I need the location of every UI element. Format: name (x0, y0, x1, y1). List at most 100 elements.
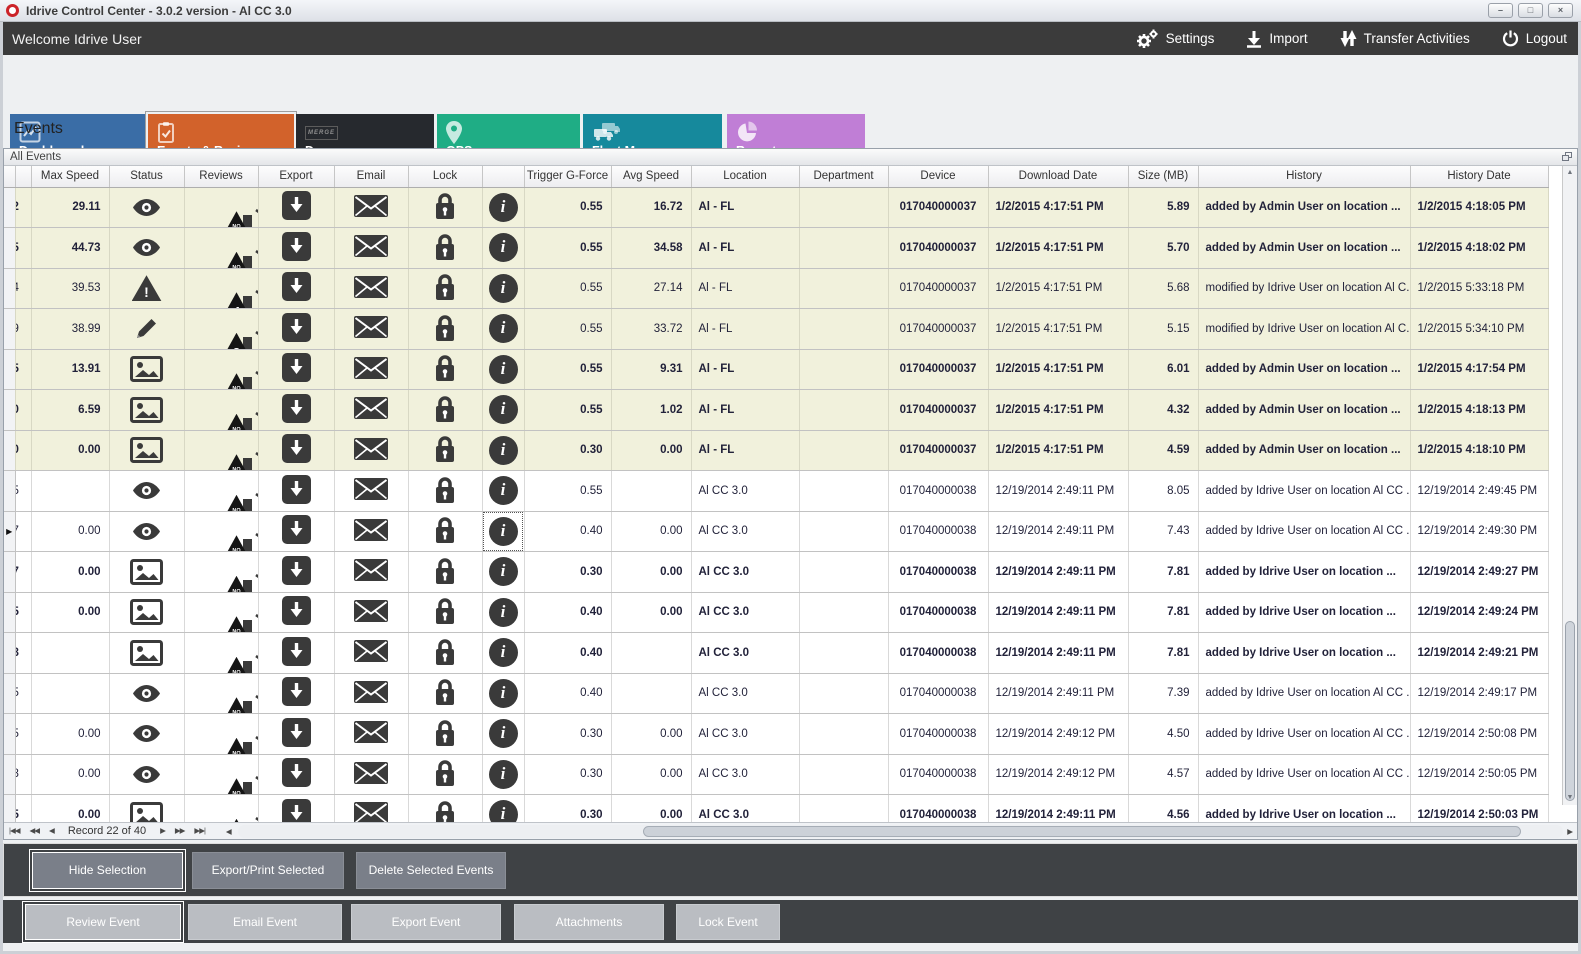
export-cell[interactable] (258, 349, 335, 390)
info-cell[interactable]: i (482, 308, 525, 350)
settings-button[interactable]: Settings (1135, 29, 1214, 49)
next-page-button[interactable]: ▶▶ (174, 826, 186, 835)
table-row[interactable]: 8 0.00 ! NO SCORE i 0.30 0.00 Al CC 3.0 … (4, 754, 1549, 795)
info-cell[interactable]: i (482, 389, 525, 431)
lock-cell[interactable] (408, 551, 483, 593)
scroll-down-icon[interactable]: ▼ (1566, 794, 1574, 801)
scroll-right-icon[interactable]: ▶ (1567, 826, 1573, 836)
col-department[interactable]: Department (799, 166, 889, 188)
email-cell[interactable] (334, 268, 409, 309)
export-event-button[interactable]: Export Event (351, 904, 501, 940)
lock-cell[interactable] (408, 754, 483, 795)
export-cell[interactable] (258, 673, 335, 714)
info-cell[interactable]: i (482, 430, 525, 471)
vertical-scrollbar-thumb[interactable] (1565, 621, 1575, 801)
export-cell[interactable] (258, 794, 335, 822)
prev-page-button[interactable]: ◀◀ (29, 826, 40, 835)
col-export[interactable]: Export (258, 166, 335, 188)
horizontal-scrollbar[interactable] (237, 824, 1564, 838)
reviews-cell[interactable]: NO SCORE (184, 713, 259, 755)
email-cell[interactable] (334, 592, 409, 633)
col-lock[interactable]: Lock (408, 166, 483, 188)
email-cell[interactable] (334, 754, 409, 795)
close-button[interactable]: × (1548, 3, 1573, 18)
col-size-mb[interactable]: Size (MB) (1128, 166, 1199, 188)
lock-cell[interactable] (408, 511, 483, 552)
reviews-cell[interactable]: 4 (184, 268, 259, 309)
horizontal-scrollbar-thumb[interactable] (642, 825, 1521, 837)
info-cell[interactable]: i (482, 592, 525, 633)
last-record-button[interactable]: ▶▶| (194, 826, 206, 835)
table-row[interactable]: 8 ! NO SCORE i 0.40 Al CC 3.0 0170400000 (4, 632, 1549, 674)
reviews-cell[interactable]: NO SCORE (184, 673, 259, 714)
table-row[interactable]: 5 ! NO SCORE i 0.40 Al CC 3.0 0170400000 (4, 673, 1549, 714)
col-history-date[interactable]: History Date (1410, 166, 1549, 188)
restore-panel-icon[interactable] (1562, 152, 1572, 161)
info-cell[interactable]: i (482, 754, 525, 795)
table-row[interactable]: 5 0.00 ! NO SCORE i 0.30 0.00 Al CC 3.0 … (4, 713, 1549, 755)
col-trigger-g-force[interactable]: Trigger G-Force (524, 166, 612, 188)
email-cell[interactable] (334, 389, 409, 431)
col-reviews[interactable]: Reviews (184, 166, 259, 188)
info-cell[interactable]: i (482, 227, 525, 269)
vertical-scrollbar[interactable]: ▲ ▼ (1562, 166, 1577, 805)
email-cell[interactable] (334, 551, 409, 593)
table-row[interactable]: 5 44.73 ! NO SCORE i 0.55 34.58 Al - FL … (4, 227, 1549, 269)
scroll-left-icon[interactable]: ◀ (225, 826, 232, 836)
next-record-button[interactable]: ▶ (160, 826, 166, 835)
table-row[interactable]: 0 6.59 ! NO SCORE i 0.55 1.02 Al - FL 01… (4, 389, 1549, 431)
col-history[interactable]: History (1198, 166, 1411, 188)
table-row[interactable]: 0 0.00 ! NO SCORE i 0.30 0.00 Al - FL 01… (4, 430, 1549, 471)
minimize-button[interactable]: – (1488, 3, 1513, 18)
import-button[interactable]: Import (1246, 30, 1308, 48)
delete-selected-events-button[interactable]: Delete Selected Events (356, 852, 506, 889)
prev-record-button[interactable]: ◀ (49, 826, 55, 835)
export-cell[interactable] (258, 632, 335, 674)
export-cell[interactable] (258, 470, 335, 512)
email-cell[interactable] (334, 632, 409, 674)
scroll-up-icon[interactable]: ▲ (1566, 169, 1574, 176)
col-status[interactable]: Status (109, 166, 185, 188)
table-row[interactable]: 7 0.00 ! NO SCORE i 0.30 0.00 Al CC 3.0 … (4, 551, 1549, 593)
col-email[interactable]: Email (334, 166, 409, 188)
email-cell[interactable] (334, 470, 409, 512)
email-cell[interactable] (334, 308, 409, 350)
table-row[interactable]: 5 ! NO SCORE i 0.55 Al CC 3.0 0170400000 (4, 470, 1549, 512)
col-download-date[interactable]: Download Date (988, 166, 1129, 188)
export-cell[interactable] (258, 551, 335, 593)
export-cell[interactable] (258, 754, 335, 795)
reviews-cell[interactable]: NO SCORE (184, 551, 259, 593)
reviews-cell[interactable]: NO SCORE (184, 389, 259, 431)
col-max-speed[interactable]: Max Speed (31, 166, 110, 188)
lock-cell[interactable] (408, 268, 483, 309)
export-cell[interactable] (258, 268, 335, 309)
lock-cell[interactable] (408, 187, 483, 228)
info-cell[interactable]: i (482, 187, 525, 228)
table-row[interactable]: 9 38.99 ! 2 i 0.55 33.72 Al - FL 0170400… (4, 308, 1549, 350)
lock-cell[interactable] (408, 713, 483, 755)
info-cell[interactable]: i (482, 713, 525, 755)
lock-cell[interactable] (408, 389, 483, 431)
col-info[interactable] (482, 166, 525, 188)
lock-cell[interactable] (408, 794, 483, 822)
info-cell[interactable]: i (482, 268, 525, 309)
info-cell[interactable]: i (482, 470, 525, 512)
export-cell[interactable] (258, 308, 335, 350)
table-row[interactable]: 5 13.91 ! NO SCORE i 0.55 9.31 Al - FL 0… (4, 349, 1549, 390)
email-cell[interactable] (334, 430, 409, 471)
email-cell[interactable] (334, 673, 409, 714)
transfer-activities-button[interactable]: Transfer Activities (1340, 29, 1470, 48)
reviews-cell[interactable]: NO SCORE (184, 632, 259, 674)
info-cell[interactable]: i (482, 551, 525, 593)
lock-cell[interactable] (408, 430, 483, 471)
info-cell[interactable]: i (482, 794, 525, 822)
review-event-button[interactable]: Review Event (25, 904, 181, 940)
reviews-cell[interactable]: NO SCORE (184, 511, 259, 552)
email-cell[interactable] (334, 349, 409, 390)
export-cell[interactable] (258, 227, 335, 269)
export-print-selected-events-button[interactable]: Export/Print Selected Events (192, 852, 344, 912)
lock-cell[interactable] (408, 592, 483, 633)
hide-selection-button[interactable]: Hide Selection (32, 852, 183, 889)
table-row[interactable]: 2 29.11 ! NO SCORE i 0.55 16.72 Al - FL … (4, 187, 1549, 228)
info-cell[interactable]: i (482, 632, 525, 674)
